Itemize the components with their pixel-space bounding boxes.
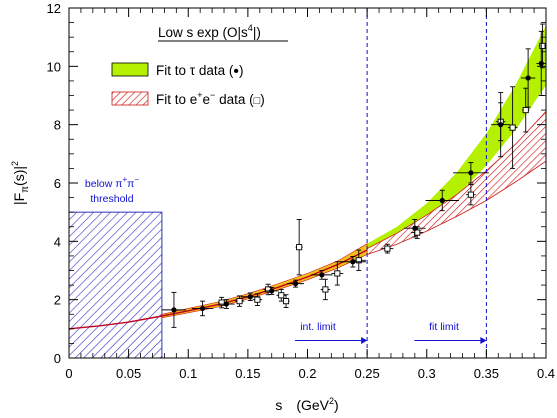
y-tick-label: 2 <box>54 293 61 308</box>
ee-fit-band <box>366 110 546 256</box>
ee-point-7 <box>322 286 329 293</box>
tau-point-4 <box>269 288 275 294</box>
y-tick-label: 12 <box>47 1 61 16</box>
ee-point-2 <box>254 296 261 303</box>
ee-point-9 <box>355 257 362 264</box>
legend-label-ee: Fit to e+e− data (□) <box>156 90 265 107</box>
tau-point-8 <box>412 225 418 231</box>
limit-arrowhead-0 <box>361 337 368 344</box>
x-tick-label: 0.1 <box>179 366 197 381</box>
legend-swatch-tau <box>111 62 149 77</box>
x-tick-label: 0.15 <box>235 366 260 381</box>
y-tick-label: 6 <box>54 176 61 191</box>
tau-point-12 <box>525 75 531 81</box>
ee-point-16 <box>539 42 546 49</box>
central-fit-line <box>68 249 368 330</box>
x-axis-title: s (GeV2) <box>275 396 338 413</box>
tau-point-5 <box>292 281 299 287</box>
x-tick-label: 0.05 <box>116 366 141 381</box>
x-tick-label: 0.4 <box>537 366 555 381</box>
tau-point-0 <box>171 307 177 313</box>
ee-point-1 <box>236 298 243 305</box>
ee-point-6 <box>296 244 303 251</box>
legend-swatch-ee <box>111 91 149 106</box>
axis-ticks: 0 0.05 0.1 0.15 0.2 0.25 0.3 0.35 0.4 0 2 4 6 8 10 12 <box>47 1 556 381</box>
fit-limit-label: fit limit <box>429 321 459 333</box>
x-tick-label: 0.2 <box>298 366 316 381</box>
x-tick-label: 0.3 <box>418 366 436 381</box>
ee-point-4 <box>278 292 285 299</box>
tau-point-11 <box>498 122 504 128</box>
tau-point-1 <box>199 305 206 312</box>
tau-point-3 <box>247 294 253 300</box>
threshold-hatch <box>68 211 163 359</box>
x-tick-label: 0.35 <box>474 366 499 381</box>
data-points <box>162 23 546 328</box>
tau-point-7 <box>350 259 356 265</box>
legend: Low s exp (O|s4|) Fit to τ data (•) Fit … <box>111 23 288 107</box>
y-axis-title: |Fπ(s)|2 <box>10 161 31 205</box>
tau-point-6 <box>319 272 325 278</box>
ee-point-12 <box>467 191 474 198</box>
y-tick-label: 0 <box>54 351 61 366</box>
y-tick-label: 8 <box>54 118 61 133</box>
threshold-region <box>68 211 163 359</box>
y-tick-label: 10 <box>47 59 61 74</box>
tau-point-10 <box>468 170 474 176</box>
tau-point-9 <box>439 197 445 204</box>
threshold-label-line1: below π+π− <box>85 175 140 190</box>
ee-point-15 <box>522 107 529 114</box>
int-limit-label: int. limit <box>300 321 336 333</box>
legend-label-tau: Fit to τ data (•) <box>156 63 243 80</box>
ee-point-5 <box>282 298 290 305</box>
ee-point-8 <box>334 270 341 277</box>
threshold-label-line2: threshold <box>90 193 133 205</box>
tau-point-13 <box>538 60 544 67</box>
tau-point-2 <box>223 301 230 307</box>
chart-title: Low s exp (O|s4|) <box>158 23 261 40</box>
x-tick-label: 0 <box>65 366 72 381</box>
limit-arrowhead-1 <box>480 337 487 344</box>
ee-point-10 <box>384 245 391 252</box>
ee-point-11 <box>414 229 421 236</box>
x-tick-label: 0.25 <box>354 366 379 381</box>
ee-point-0 <box>218 299 225 306</box>
y-tick-label: 4 <box>54 234 61 249</box>
limit-lines <box>295 8 487 358</box>
ee-point-14 <box>509 124 516 131</box>
central-fit-curve <box>68 249 368 330</box>
